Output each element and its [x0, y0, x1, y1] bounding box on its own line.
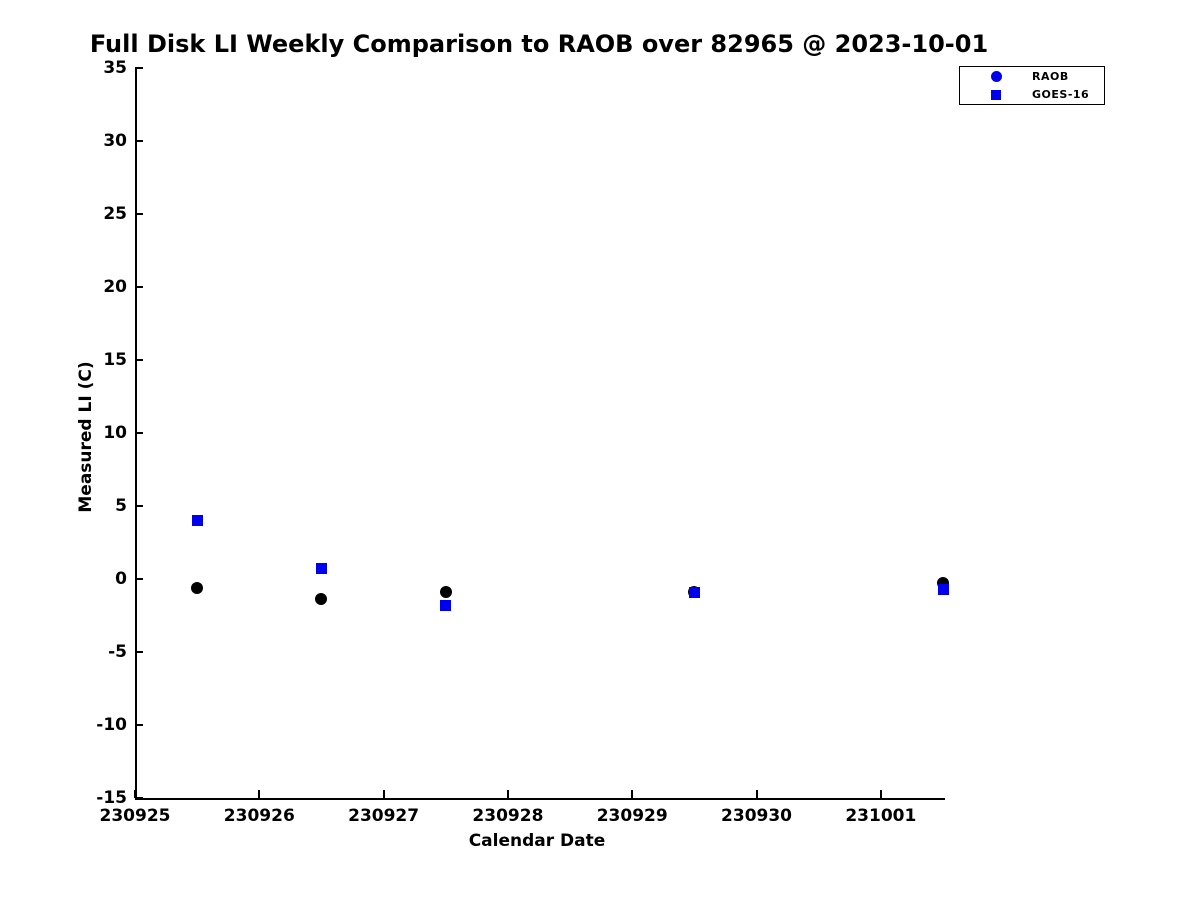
x-tick-label: 230926: [223, 806, 295, 826]
raob-marker: [439, 586, 452, 599]
y-tick-mark: [135, 213, 143, 215]
y-tick-label: -5: [108, 642, 127, 662]
y-tick-label: 0: [115, 569, 127, 589]
goes16-marker: [191, 515, 203, 527]
y-tick-mark: [135, 286, 143, 288]
y-tick-mark: [135, 578, 143, 580]
legend-row-raob: RAOB: [960, 68, 1104, 86]
x-tick-label: 230928: [472, 806, 544, 826]
plot-area: [135, 68, 945, 800]
legend-row-goes16: GOES-16: [960, 86, 1104, 104]
goes16-marker: [315, 563, 327, 575]
x-tick-mark: [631, 790, 634, 798]
legend-label-goes16: GOES-16: [1032, 88, 1090, 101]
legend-marker-cell: [960, 89, 1032, 100]
legend: RAOB GOES-16: [959, 66, 1105, 105]
legend-marker-cell: [960, 71, 1032, 82]
y-tick-mark: [135, 67, 143, 69]
x-tick-mark: [382, 790, 385, 798]
y-axis-label: Measured LI (C): [76, 361, 96, 513]
y-tick-mark: [135, 140, 143, 142]
y-tick-label: -10: [96, 715, 127, 735]
x-tick-label: 231001: [845, 806, 917, 826]
x-axis-label: Calendar Date: [468, 831, 606, 851]
y-tick-label: 35: [103, 58, 127, 78]
raob-legend-circle-icon: [990, 71, 1002, 82]
chart-title: Full Disk LI Weekly Comparison to RAOB o…: [89, 30, 989, 58]
x-tick-mark: [879, 790, 882, 798]
y-tick-label: 15: [103, 350, 127, 370]
x-tick-mark: [258, 790, 261, 798]
y-tick-label: 25: [103, 204, 127, 224]
y-tick-mark: [135, 359, 143, 361]
y-tick-label: -15: [96, 788, 127, 808]
y-tick-label: 30: [103, 131, 127, 151]
y-tick-mark: [135, 505, 143, 507]
x-tick-mark: [134, 790, 136, 798]
raob-marker: [191, 581, 204, 594]
x-tick-label: 230927: [348, 806, 420, 826]
x-tick-label: 230925: [99, 806, 171, 826]
y-tick-label: 20: [103, 277, 127, 297]
y-tick-label: 5: [115, 496, 127, 516]
goes16-legend-square-icon: [991, 89, 1001, 100]
y-tick-mark: [135, 797, 143, 799]
x-tick-label: 230929: [596, 806, 668, 826]
goes16-marker: [440, 599, 452, 611]
y-tick-mark: [135, 651, 143, 653]
x-tick-label: 230930: [721, 806, 793, 826]
y-tick-mark: [135, 432, 143, 434]
x-tick-mark: [506, 790, 509, 798]
goes16-marker: [688, 586, 700, 598]
legend-label-raob: RAOB: [1032, 70, 1069, 83]
x-tick-mark: [755, 790, 758, 798]
y-tick-mark: [135, 724, 143, 726]
goes16-marker: [937, 584, 949, 596]
y-tick-label: 10: [103, 423, 127, 443]
raob-marker: [315, 592, 328, 605]
